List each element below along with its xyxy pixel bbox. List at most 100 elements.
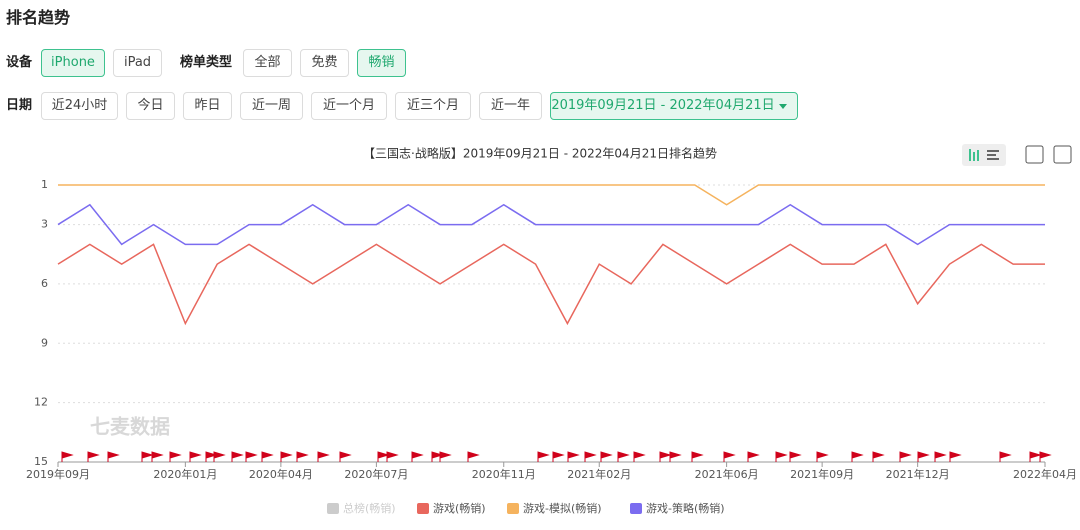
x-tick-label: 2020年07月 <box>344 467 408 481</box>
event-flag <box>280 451 293 462</box>
event-flag <box>87 451 100 462</box>
chart-title: 【三国志·战略版】2019年09月21日 - 2022年04月21日排名趋势 <box>363 146 717 161</box>
event-flag <box>1039 451 1052 462</box>
legend-swatch <box>630 503 642 514</box>
date-button[interactable]: 今日 <box>126 92 175 120</box>
event-flag <box>339 451 352 462</box>
legend-label: 总榜(畅销) <box>343 501 396 515</box>
date-button[interactable]: 近一个月 <box>311 92 387 120</box>
x-tick-label: 2022年04月 <box>1013 467 1077 481</box>
event-flag <box>899 451 912 462</box>
event-flag <box>169 451 182 462</box>
event-flag <box>851 451 864 462</box>
event-flag <box>633 451 646 462</box>
list-type-button[interactable]: 畅销 <box>357 49 406 77</box>
chart-toolbar[interactable] <box>962 144 1072 166</box>
legend-label: 游戏(畅销) <box>433 501 486 515</box>
y-tick-label: 1 <box>41 178 48 191</box>
x-tick-label: 2021年12月 <box>886 467 950 481</box>
event-flag <box>296 451 309 462</box>
legend-label: 游戏-策略(畅销) <box>646 501 725 515</box>
list-type-button[interactable]: 全部 <box>243 49 292 77</box>
filter-label: 设备 <box>6 55 33 70</box>
event-flag <box>949 451 962 462</box>
icon <box>973 152 975 161</box>
event-flag <box>552 451 565 462</box>
legend-label: 游戏-模拟(畅销) <box>523 501 602 515</box>
x-tick-label: 2020年04月 <box>249 467 313 481</box>
event-flag <box>467 451 480 462</box>
event-flag <box>245 451 258 462</box>
event-flag <box>231 451 244 462</box>
event-flag <box>816 451 829 462</box>
x-tick-label: 2020年01月 <box>153 467 217 481</box>
y-tick-label: 12 <box>34 396 48 409</box>
save-image-icon[interactable] <box>1025 145 1044 164</box>
x-tick-label: 2021年02月 <box>567 467 631 481</box>
event-flag <box>537 451 550 462</box>
series-line <box>58 184 1045 206</box>
event-flag <box>723 451 736 462</box>
date-button[interactable]: 近24小时 <box>41 92 118 120</box>
y-tick-label: 6 <box>41 277 48 290</box>
icon <box>987 158 999 160</box>
event-flag <box>934 451 947 462</box>
event-flag <box>617 451 630 462</box>
event-flag <box>600 451 613 462</box>
date-button[interactable]: 近一年 <box>479 92 542 120</box>
icon <box>977 150 979 161</box>
event-flag <box>439 451 452 462</box>
event-flag <box>377 451 390 462</box>
event-flag <box>691 451 704 462</box>
event-flag <box>567 451 580 462</box>
event-flag <box>411 451 424 462</box>
x-tick-label: 2021年09月 <box>790 467 854 481</box>
event-flag <box>213 451 226 462</box>
event-flag <box>775 451 788 462</box>
series-line <box>57 243 1045 326</box>
event-flag <box>789 451 802 462</box>
event-flag <box>669 451 682 462</box>
legend-swatch <box>417 503 429 514</box>
x-tick-label: 2021年06月 <box>695 467 759 481</box>
date-button[interactable]: 近一周 <box>240 92 303 120</box>
event-flag <box>317 451 330 462</box>
y-tick-label: 9 <box>41 336 48 349</box>
list-type-button[interactable]: 免费 <box>300 49 349 77</box>
page-title: 排名趋势 <box>6 8 71 27</box>
date-range-picker[interactable]: 2019年09月21日 - 2022年04月21日 <box>550 92 798 120</box>
series-line <box>57 203 1045 246</box>
device-button[interactable]: iPhone <box>41 49 105 77</box>
event-flag <box>999 451 1012 462</box>
legend-swatch <box>507 503 519 514</box>
event-flag <box>151 451 164 462</box>
date-button[interactable]: 昨日 <box>183 92 232 120</box>
event-flag <box>584 451 597 462</box>
event-flag <box>61 451 74 462</box>
watermark: 七麦数据 <box>90 415 170 439</box>
device-button[interactable]: iPad <box>113 49 162 77</box>
event-flag <box>261 451 274 462</box>
y-tick-label: 15 <box>34 455 48 468</box>
event-flag <box>917 451 930 462</box>
event-flag <box>872 451 885 462</box>
date-button[interactable]: 近三个月 <box>395 92 471 120</box>
icon <box>987 154 996 156</box>
event-flag <box>747 451 760 462</box>
event-flag <box>189 451 202 462</box>
filter-label: 榜单类型 <box>180 55 233 70</box>
event-flag <box>386 451 399 462</box>
event-flag <box>659 451 672 462</box>
legend-swatch <box>327 503 339 514</box>
toolbar-toggle[interactable] <box>962 144 1006 166</box>
caret <box>779 104 787 109</box>
event-flag <box>107 451 120 462</box>
x-tick-label: 2020年11月 <box>472 467 536 481</box>
icon <box>987 150 999 152</box>
event-flag <box>141 451 154 462</box>
x-tick-label: 2019年09月 <box>26 467 90 481</box>
event-flag <box>1029 451 1042 462</box>
download-icon[interactable] <box>1053 145 1072 164</box>
